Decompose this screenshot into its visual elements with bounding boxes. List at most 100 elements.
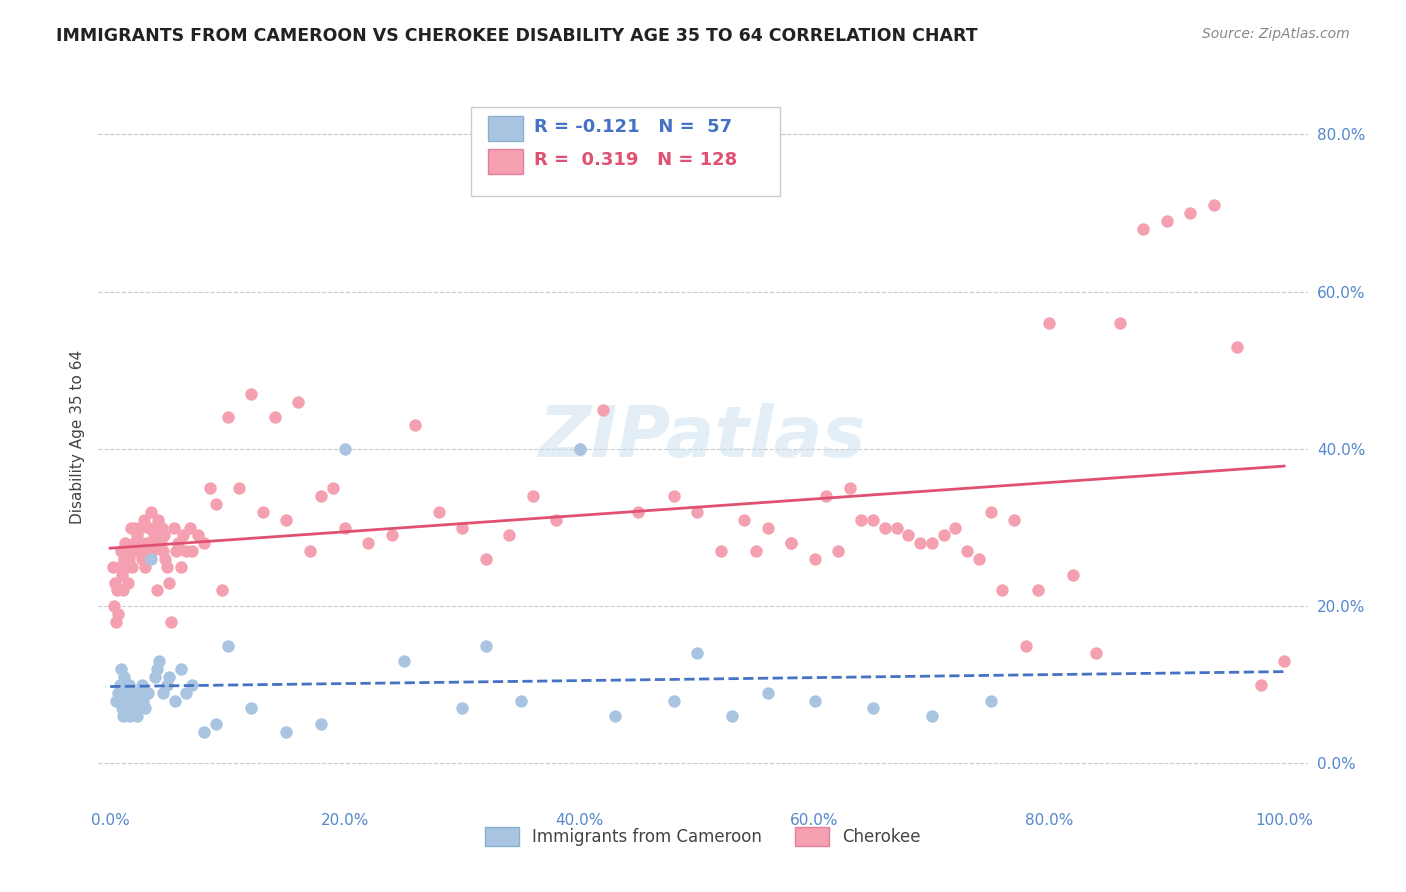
Point [143, 536, 166, 550]
Text: Source: ZipAtlas.com: Source: ZipAtlas.com [1202, 27, 1350, 41]
Point [710, 544, 733, 558]
Point [217, 410, 239, 425]
Point [169, 662, 191, 676]
Point [148, 654, 170, 668]
Point [115, 559, 138, 574]
Point [803, 552, 825, 566]
Point [112, 709, 135, 723]
Point [510, 693, 533, 707]
Legend: Immigrants from Cameroon, Cherokee: Immigrants from Cameroon, Cherokee [479, 821, 927, 853]
Point [114, 693, 136, 707]
Point [118, 678, 141, 692]
Point [145, 520, 167, 534]
Point [252, 505, 274, 519]
Point [108, 559, 131, 574]
Point [956, 544, 979, 558]
Point [193, 536, 215, 550]
Point [897, 528, 920, 542]
Point [132, 544, 155, 558]
Point [105, 615, 128, 629]
Point [105, 693, 128, 707]
Point [1108, 316, 1130, 330]
Point [129, 686, 152, 700]
Point [127, 536, 149, 550]
Point [967, 552, 990, 566]
Point [103, 599, 125, 614]
Point [125, 544, 148, 558]
Point [287, 394, 309, 409]
Text: R =  0.319   N = 128: R = 0.319 N = 128 [534, 151, 738, 169]
Text: ZIPatlas: ZIPatlas [540, 402, 866, 472]
Point [1250, 678, 1272, 692]
Point [128, 693, 150, 707]
Point [162, 520, 184, 534]
Point [851, 513, 873, 527]
Point [311, 489, 333, 503]
Point [138, 520, 160, 534]
Point [129, 536, 152, 550]
Point [134, 559, 156, 574]
Point [263, 410, 285, 425]
Point [165, 544, 187, 558]
Point [522, 489, 544, 503]
Point [1202, 198, 1225, 212]
Point [827, 544, 849, 558]
Point [136, 686, 159, 700]
Point [120, 693, 142, 707]
Point [862, 513, 884, 527]
Text: IMMIGRANTS FROM CAMEROON VS CHEROKEE DISABILITY AGE 35 TO 64 CORRELATION CHART: IMMIGRANTS FROM CAMEROON VS CHEROKEE DIS… [56, 27, 977, 45]
Point [475, 639, 498, 653]
Point [104, 575, 127, 590]
Point [148, 513, 170, 527]
Point [153, 528, 176, 542]
Point [756, 686, 779, 700]
Point [105, 583, 128, 598]
Point [115, 686, 138, 700]
Point [142, 528, 165, 542]
Point [118, 552, 141, 566]
Point [204, 717, 226, 731]
Point [108, 678, 131, 692]
Point [1132, 221, 1154, 235]
Point [122, 701, 145, 715]
Point [1062, 567, 1084, 582]
Point [276, 513, 298, 527]
Point [155, 678, 177, 692]
Point [217, 639, 239, 653]
Point [155, 552, 177, 566]
Point [157, 670, 180, 684]
Point [1038, 316, 1060, 330]
Point [756, 520, 779, 534]
Point [136, 544, 159, 558]
Point [721, 709, 744, 723]
Point [240, 701, 263, 715]
Point [404, 418, 426, 433]
Point [139, 536, 162, 550]
Point [322, 481, 344, 495]
Point [141, 544, 163, 558]
Point [110, 662, 132, 676]
Point [110, 544, 132, 558]
Point [163, 693, 186, 707]
Point [112, 670, 135, 684]
Point [187, 528, 209, 542]
Point [603, 709, 626, 723]
Point [152, 686, 174, 700]
Point [157, 575, 180, 590]
Point [204, 497, 226, 511]
Point [141, 552, 163, 566]
Point [124, 693, 146, 707]
Point [592, 402, 614, 417]
Point [127, 701, 149, 715]
Point [143, 670, 166, 684]
Point [392, 654, 415, 668]
Point [980, 693, 1002, 707]
Point [111, 567, 134, 582]
Point [193, 725, 215, 739]
Point [120, 709, 142, 723]
Point [333, 520, 356, 534]
Point [121, 559, 143, 574]
Point [211, 583, 233, 598]
Point [1272, 654, 1295, 668]
Point [114, 536, 136, 550]
